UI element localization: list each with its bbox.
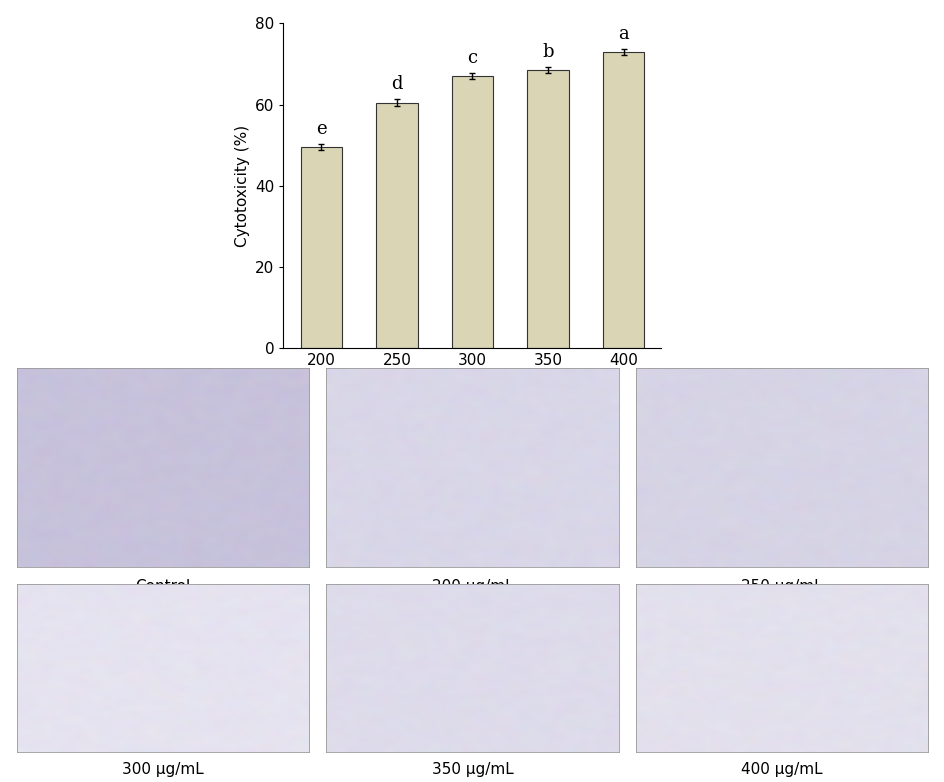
Text: e: e	[316, 120, 327, 138]
Bar	[451, 76, 493, 348]
Text: 350 μg/mL: 350 μg/mL	[431, 762, 513, 777]
Text: d: d	[391, 75, 402, 93]
Text: 400 μg/mL: 400 μg/mL	[740, 762, 822, 777]
X-axis label: Concentration (μg/mL): Concentration (μg/mL)	[386, 374, 558, 389]
Text: a: a	[617, 24, 629, 42]
Bar	[602, 52, 644, 348]
Y-axis label: Cytotoxicity (%): Cytotoxicity (%)	[234, 124, 249, 247]
Text: 250 μg/mL: 250 μg/mL	[740, 579, 822, 594]
Text: 300 μg/mL: 300 μg/mL	[122, 762, 204, 777]
Text: Control: Control	[135, 579, 191, 594]
Text: 200 μg/mL: 200 μg/mL	[431, 579, 513, 594]
Bar	[376, 102, 417, 348]
Bar	[527, 70, 568, 348]
Bar	[300, 147, 342, 348]
Text: b: b	[542, 43, 553, 61]
Text: c: c	[467, 48, 477, 67]
